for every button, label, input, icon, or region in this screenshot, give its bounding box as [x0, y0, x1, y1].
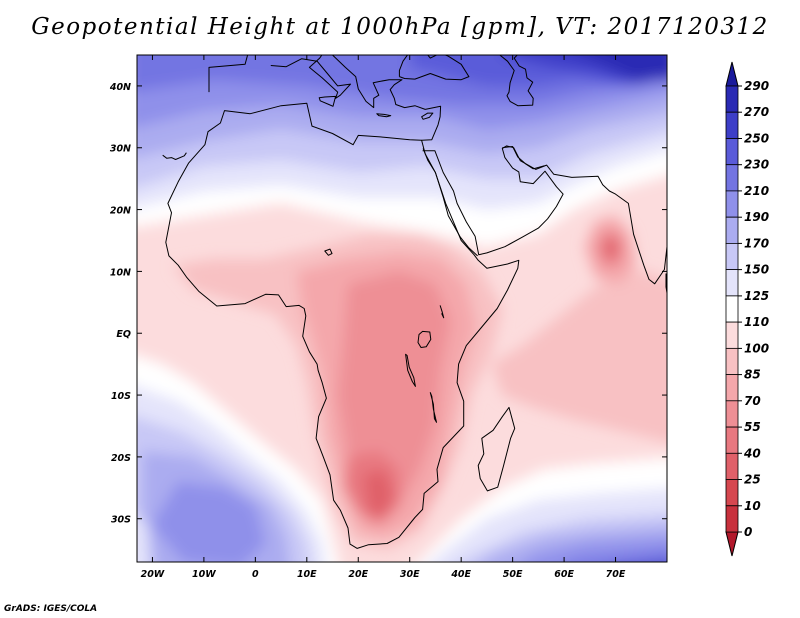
colorbar: 2902702502302101901701501251101008570554… [725, 61, 769, 557]
field-south-220 [574, 550, 667, 562]
colorbar-label: 0 [744, 525, 752, 539]
colorbar-label: 210 [744, 184, 769, 198]
credit-text: GrADS: IGES/COLA [4, 604, 98, 614]
plot-area [136, 54, 678, 581]
chart-title: Geopotential Height at 1000hPa [gpm], VT… [31, 14, 769, 40]
x-tick-label: 50E [503, 569, 523, 580]
coast-lake-malawi [429, 392, 437, 423]
colorbar-label: 230 [744, 158, 769, 172]
colorbar-box [725, 347, 739, 376]
coast-persian-gulf [502, 146, 545, 170]
colorbar-box [725, 164, 739, 192]
colorbar-box [725, 138, 739, 166]
colorbar-box [725, 85, 739, 113]
colorbar-box [725, 505, 739, 533]
y-tick-label: 30N [110, 144, 131, 155]
x-tick-label: 20W [141, 569, 165, 580]
y-tick-label: 40N [109, 82, 131, 93]
field-north-280 [581, 55, 667, 80]
colorbar-box [725, 374, 739, 402]
x-tick-label: 0 [252, 569, 259, 580]
colorbar-box [725, 452, 739, 480]
coast-arabia [422, 145, 667, 285]
coast-lake-victoria [417, 330, 432, 348]
field-indian-90 [492, 271, 667, 443]
coast-sicily [318, 95, 337, 107]
colorbar-label: 170 [744, 236, 769, 250]
field-arabian-30 [605, 240, 619, 256]
x-tick-label: 70E [606, 569, 626, 580]
field-corner-sw [137, 515, 151, 562]
coast-caspian [499, 55, 534, 107]
coast-madagascar [477, 406, 516, 492]
colorbar-label: 25 [744, 473, 761, 487]
colorbar-label: 125 [744, 289, 769, 303]
y-tick-label: 30S [111, 515, 131, 526]
colorbar-box [725, 321, 739, 349]
coast-europe-south [270, 55, 442, 141]
colorbar-box [725, 190, 739, 218]
colorbar-label: 70 [744, 394, 761, 408]
y-tick-label: 10N [110, 267, 131, 278]
colorbar-label: 290 [744, 79, 769, 93]
colorbar-label: 10 [744, 499, 761, 513]
x-tick-label: 10E [297, 569, 317, 580]
coast-canaries [162, 152, 187, 160]
colorbar-bottom-triangle [725, 531, 739, 557]
colorbar-label: 110 [744, 315, 769, 329]
coast-lake-chad [324, 248, 333, 256]
colorbar-label: 150 [744, 263, 769, 277]
colorbar-label: 190 [744, 210, 769, 224]
coast-red-sea-west [422, 148, 478, 257]
colorbar-box [725, 111, 739, 139]
colorbar-box [725, 216, 739, 244]
coast-lake-tanganyika [405, 353, 416, 387]
colorbar-label: 55 [744, 420, 761, 434]
colorbar-top-triangle [725, 61, 739, 87]
coast-europe-mediterranean [208, 55, 249, 93]
coast-lake-turkana [439, 305, 445, 319]
colorbar-label: 40 [743, 446, 761, 460]
plot-frame [136, 54, 668, 563]
y-tick-label: 20N [110, 206, 131, 217]
colorbar-label: 250 [744, 132, 769, 146]
x-axis: 20W 10W 0 10E 20E 30E 40E 50E 60E 70E [141, 55, 626, 580]
x-tick-label: 40E [450, 569, 471, 580]
colorbar-label: 85 [744, 368, 761, 382]
coast-crete [376, 113, 392, 118]
y-tick-label: 10S [111, 391, 131, 402]
x-tick-label: 30E [400, 569, 420, 580]
colorbar-box [725, 479, 739, 507]
colorbar-label: 100 [744, 341, 769, 355]
colorbar-box [725, 269, 739, 297]
colorbar-box [725, 295, 739, 323]
x-tick-label: 10W [192, 569, 216, 580]
y-axis: 40N 30N 20N 10N EQ 10S 20S 30S [109, 82, 667, 526]
x-tick-label: 60E [554, 569, 574, 580]
colorbar-box [725, 400, 739, 428]
field-south-250 [585, 562, 678, 581]
field-africa-35 [363, 469, 395, 519]
x-tick-label: 20E [348, 569, 368, 580]
coast-sri-lanka [665, 273, 667, 297]
y-tick-label: 20S [111, 453, 131, 464]
y-tick-label: EQ [116, 329, 131, 340]
coast-cyprus [421, 112, 434, 120]
colorbar-box [725, 426, 739, 454]
coastlines [162, 55, 667, 549]
colorbar-label: 270 [744, 105, 769, 119]
colorbar-box [725, 242, 739, 271]
field-south-200 [152, 481, 266, 562]
